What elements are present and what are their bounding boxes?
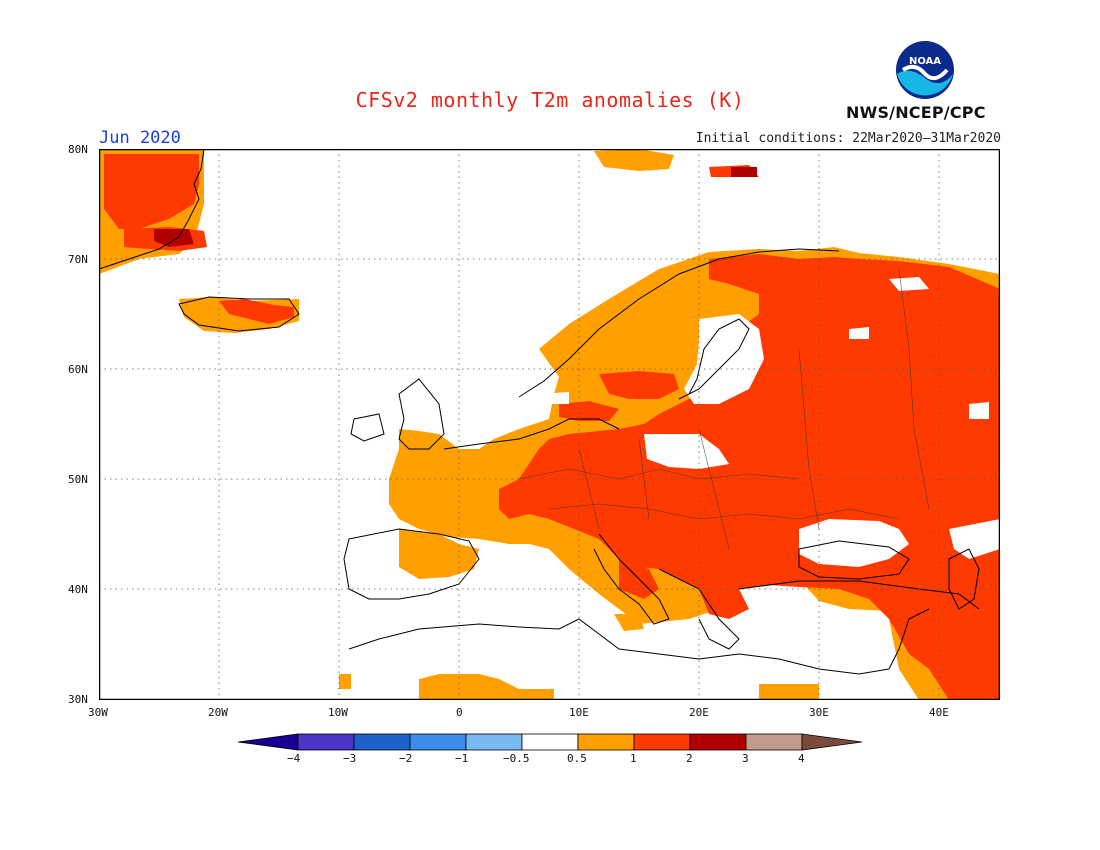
country-borders — [518, 268, 930, 550]
noaa-logo: NOAA — [895, 40, 955, 100]
lon-label: 20E — [689, 706, 709, 719]
coastlines — [99, 149, 980, 675]
lon-label: 10W — [328, 706, 348, 719]
colorbar-tick: 4 — [798, 752, 805, 765]
anomaly-layer-2-3 — [154, 167, 757, 247]
lon-label: 0 — [456, 706, 463, 719]
colorbar-segment — [521, 733, 579, 751]
colorbar-arrow-high — [801, 733, 862, 751]
lon-label: 20W — [208, 706, 228, 719]
initial-conditions: Initial conditions: 22Mar2020–31Mar2020 — [695, 131, 1001, 146]
anomaly-map — [99, 149, 1000, 700]
lat-label: 40N — [68, 583, 88, 596]
forecast-month: Jun 2020 — [99, 128, 181, 148]
lon-label: 30E — [809, 706, 829, 719]
colorbar-tick: 3 — [742, 752, 749, 765]
lat-label: 60N — [68, 363, 88, 376]
colorbar-segment — [577, 733, 635, 751]
lon-label: 30W — [88, 706, 108, 719]
lat-label: 70N — [68, 253, 88, 266]
colorbar-segment — [409, 733, 467, 751]
colorbar-tick: −0.5 — [503, 752, 530, 765]
colorbar-segment — [297, 733, 355, 751]
lat-label: 50N — [68, 473, 88, 486]
gridlines — [99, 149, 1000, 700]
colorbar-segment — [689, 733, 747, 751]
colorbar-segment — [465, 733, 523, 751]
colorbar-tick: 0.5 — [567, 752, 587, 765]
colorbar-tick: −2 — [399, 752, 413, 765]
agency-label: NWS/NCEP/CPC — [846, 103, 986, 122]
lat-label: 80N — [68, 143, 88, 156]
map-frame — [99, 149, 1000, 700]
noaa-logo-text: NOAA — [909, 56, 941, 67]
lon-label: 40E — [929, 706, 949, 719]
lat-label: 30N — [68, 693, 88, 706]
colorbar-tick: −1 — [455, 752, 469, 765]
colorbar-arrow-low — [238, 733, 299, 751]
map-title: CFSv2 monthly T2m anomalies (K) — [355, 88, 745, 112]
colorbar-segment — [633, 733, 691, 751]
colorbar — [238, 733, 862, 751]
colorbar-tick: −3 — [343, 752, 357, 765]
colorbar-tick: 2 — [686, 752, 693, 765]
colorbar-tick: −4 — [287, 752, 301, 765]
colorbar-segment — [745, 733, 803, 751]
lon-label: 10E — [569, 706, 589, 719]
colorbar-tick: 1 — [630, 752, 637, 765]
colorbar-segment — [353, 733, 411, 751]
